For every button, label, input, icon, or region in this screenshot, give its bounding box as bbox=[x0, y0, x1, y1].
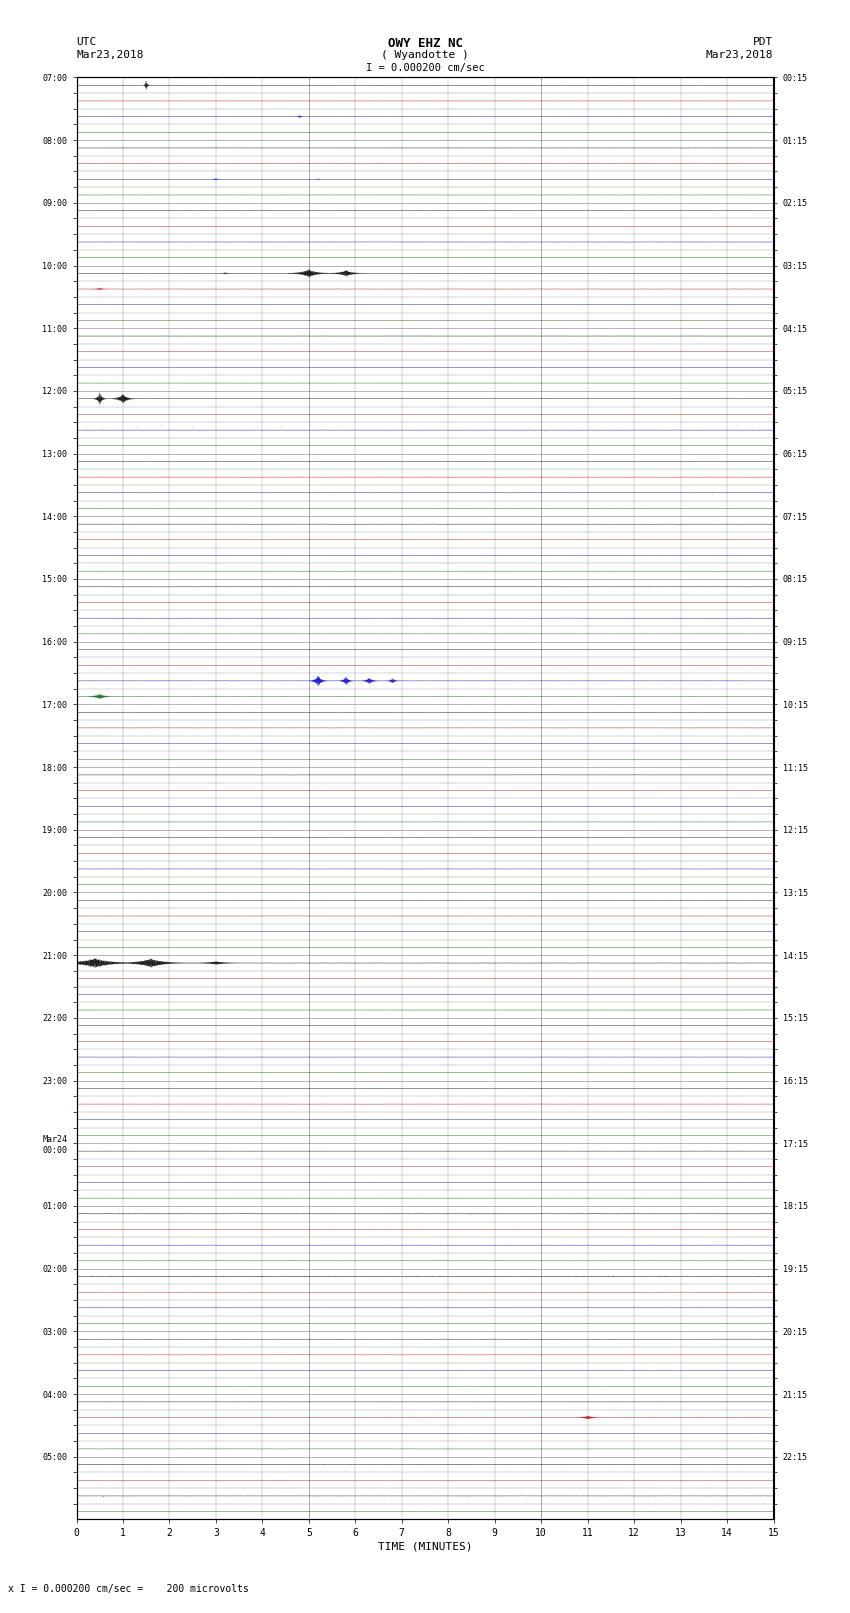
X-axis label: TIME (MINUTES): TIME (MINUTES) bbox=[377, 1542, 473, 1552]
Text: Mar23,2018: Mar23,2018 bbox=[706, 50, 774, 60]
Text: UTC: UTC bbox=[76, 37, 97, 47]
Text: Mar23,2018: Mar23,2018 bbox=[76, 50, 144, 60]
Text: x I = 0.000200 cm/sec =    200 microvolts: x I = 0.000200 cm/sec = 200 microvolts bbox=[8, 1584, 249, 1594]
Text: PDT: PDT bbox=[753, 37, 774, 47]
Text: ( Wyandotte ): ( Wyandotte ) bbox=[381, 50, 469, 60]
Text: OWY EHZ NC: OWY EHZ NC bbox=[388, 37, 462, 50]
Text: I = 0.000200 cm/sec: I = 0.000200 cm/sec bbox=[366, 63, 484, 73]
